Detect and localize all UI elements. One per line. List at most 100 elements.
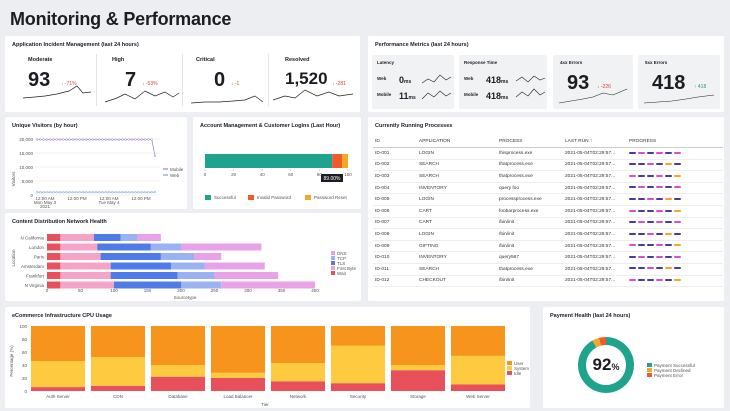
data-point[interactable]	[49, 191, 52, 194]
data-point[interactable]	[130, 138, 134, 141]
cpu-bar-system[interactable]	[331, 345, 385, 384]
donut-slice-2[interactable]	[599, 337, 607, 346]
data-point[interactable]	[58, 191, 62, 194]
data-point[interactable]	[35, 191, 39, 194]
cdn-bar-wait[interactable]	[47, 262, 61, 270]
cdn-bar-wait[interactable]	[47, 272, 61, 279]
data-point[interactable]	[150, 138, 153, 141]
data-point[interactable]	[117, 191, 121, 194]
cdn-bar-tls[interactable]	[100, 253, 161, 260]
table-row[interactable]: ID-001 LOGIN thisprocess.exe 2021-05-04T02:…	[373, 147, 723, 160]
data-point[interactable]	[71, 191, 75, 194]
data-point[interactable]	[153, 154, 157, 157]
data-point[interactable]	[68, 191, 71, 194]
donut-slice-0[interactable]	[578, 337, 634, 393]
cdn-bar-wait[interactable]	[47, 243, 61, 251]
data-point[interactable]	[104, 138, 107, 141]
data-point[interactable]	[127, 191, 130, 194]
data-point[interactable]	[140, 191, 143, 194]
cdn-bar-tls[interactable]	[110, 262, 171, 270]
data-point[interactable]	[35, 138, 39, 141]
data-point[interactable]	[140, 138, 143, 141]
data-point[interactable]	[153, 191, 157, 194]
cpu-bar-user[interactable]	[211, 326, 265, 373]
cpu-bar-system[interactable]	[211, 372, 265, 378]
cpu-bar-user[interactable]	[391, 326, 445, 365]
cdn-bar-tcp[interactable]	[170, 262, 205, 270]
data-point[interactable]	[88, 191, 91, 194]
cdn-bar-tcp[interactable]	[160, 253, 195, 260]
data-point[interactable]	[134, 138, 137, 141]
donut-slice-1[interactable]	[592, 337, 602, 348]
col-id[interactable]: ID	[373, 136, 417, 148]
cdn-bar-tcp[interactable]	[120, 234, 138, 241]
cpu-bar-idle[interactable]	[31, 387, 85, 391]
cpu-bar-user[interactable]	[31, 326, 85, 362]
data-point[interactable]	[144, 138, 147, 141]
data-point[interactable]	[150, 191, 153, 194]
logins-bar-1[interactable]	[332, 154, 343, 168]
data-point[interactable]	[42, 138, 45, 141]
data-point[interactable]	[124, 138, 127, 141]
data-point[interactable]	[117, 138, 121, 141]
cdn-bar-dns[interactable]	[214, 272, 279, 279]
cdn-bar-first-byte[interactable]	[60, 253, 101, 260]
cdn-bar-tls[interactable]	[93, 234, 121, 241]
data-point[interactable]	[114, 191, 117, 194]
cdn-bar-dns[interactable]	[204, 262, 265, 270]
data-point[interactable]	[45, 138, 48, 141]
data-point[interactable]	[101, 191, 104, 194]
cdn-bar-wait[interactable]	[47, 234, 61, 241]
cdn-bar-tcp[interactable]	[181, 281, 222, 289]
table-row[interactable]: ID-002 SEARCH thatprocess.exe 2021-05-04T02…	[373, 159, 723, 172]
data-point[interactable]	[127, 138, 130, 141]
table-row[interactable]: ID-003 SEARCH thatprocess.exe 2021-05-04T02…	[373, 170, 723, 183]
data-point[interactable]	[52, 138, 55, 141]
data-point[interactable]	[121, 191, 124, 194]
col-last-run[interactable]: LAST RUN ↑	[563, 136, 627, 148]
data-point[interactable]	[144, 191, 147, 194]
data-point[interactable]	[39, 191, 42, 194]
data-point[interactable]	[42, 191, 45, 194]
data-point[interactable]	[88, 138, 91, 141]
cpu-bar-user[interactable]	[151, 326, 205, 365]
cdn-bar-tcp[interactable]	[150, 243, 181, 251]
cdn-bar-dns[interactable]	[137, 234, 161, 241]
data-point[interactable]	[39, 138, 42, 141]
data-point[interactable]	[91, 138, 94, 141]
cdn-bar-dns[interactable]	[221, 281, 315, 289]
table-row[interactable]: ID-006 CART foobarprocess.exe 2021-05-04T02…	[373, 205, 723, 218]
data-point[interactable]	[85, 138, 88, 141]
data-point[interactable]	[147, 138, 150, 141]
cpu-bar-idle[interactable]	[331, 383, 385, 391]
logins-bar-0[interactable]	[205, 154, 333, 168]
data-point[interactable]	[124, 191, 127, 194]
cdn-bar-dns[interactable]	[194, 253, 222, 260]
data-point[interactable]	[65, 138, 68, 141]
data-point[interactable]	[101, 138, 104, 141]
data-point[interactable]	[58, 138, 62, 141]
table-row[interactable]: ID-009 GIFTING/bin/init 2021-05-04T02:29:5…	[373, 240, 723, 253]
data-point[interactable]	[81, 138, 84, 141]
col-process[interactable]: PROCESS	[497, 136, 563, 148]
data-point[interactable]	[68, 138, 71, 141]
table-row[interactable]: ID-005 LOGIN processprocess.exe 2021-05-04T…	[373, 193, 723, 206]
data-point[interactable]	[137, 191, 140, 194]
data-point[interactable]	[108, 138, 111, 141]
data-point[interactable]	[94, 191, 98, 194]
table-row[interactable]: ID-010 INVENTORY query567 2021-05-04T02:29:…	[373, 251, 723, 264]
data-point[interactable]	[98, 191, 101, 194]
cpu-bar-system[interactable]	[31, 361, 85, 388]
data-point[interactable]	[78, 191, 81, 194]
data-point[interactable]	[55, 138, 58, 141]
data-point[interactable]	[81, 191, 84, 194]
data-point[interactable]	[104, 191, 107, 194]
cdn-bar-first-byte[interactable]	[60, 234, 94, 241]
data-point[interactable]	[45, 191, 48, 194]
data-point[interactable]	[111, 138, 114, 141]
table-row[interactable]: ID-004 INVENTORY query foo 2021-05-04T02:29…	[373, 182, 723, 195]
data-point[interactable]	[98, 138, 101, 141]
logins-bar-2[interactable]	[342, 154, 348, 168]
data-point[interactable]	[134, 191, 137, 194]
cdn-bar-tls[interactable]	[110, 272, 178, 279]
